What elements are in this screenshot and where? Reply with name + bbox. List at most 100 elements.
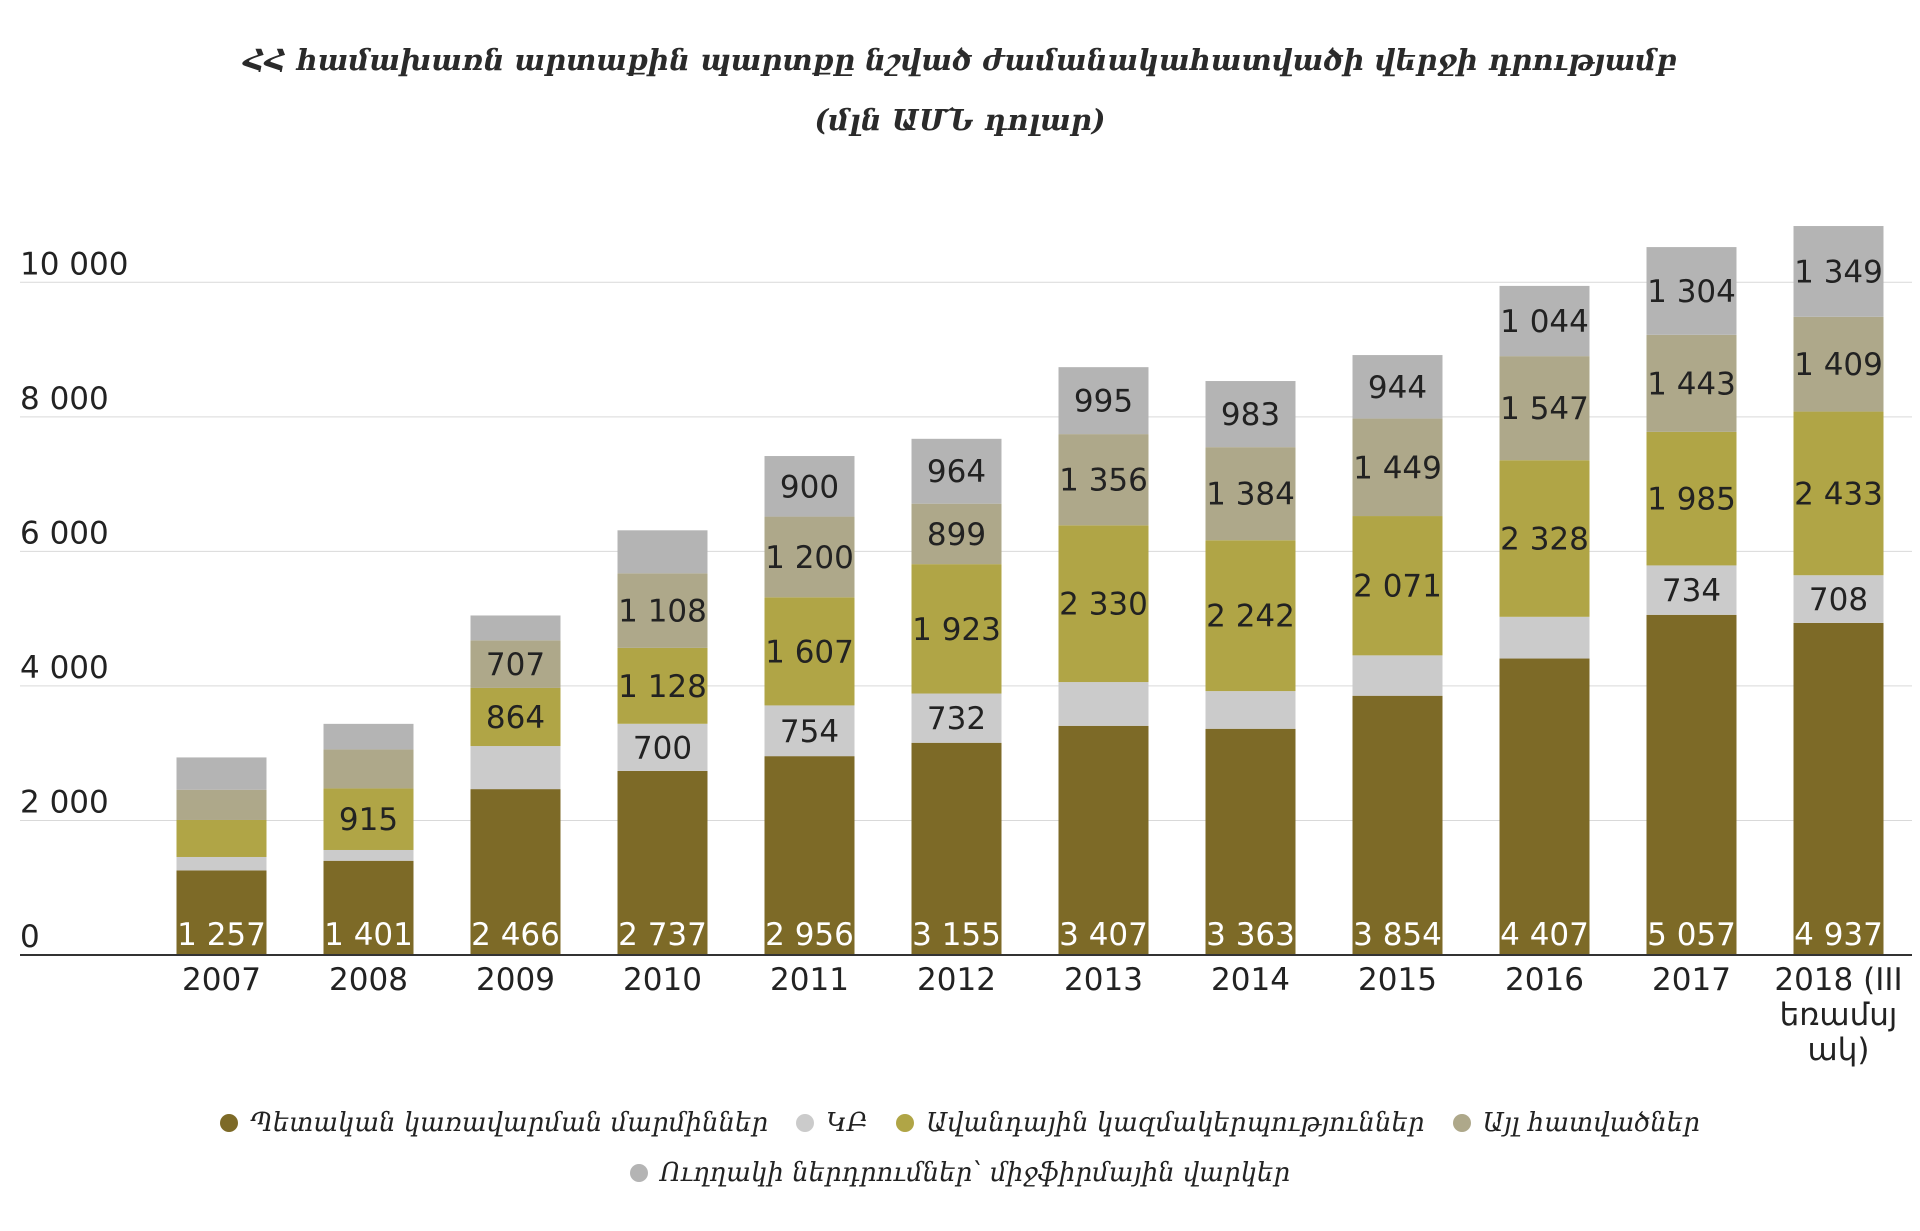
bar-segment [1499, 658, 1590, 955]
y-tick-label: 8 000 [20, 381, 109, 417]
bar-segment [1058, 367, 1149, 435]
legend-label: Ուղղակի ներդրումներ՝ միջֆիրմային վարկեր [659, 1158, 1291, 1188]
x-tick-label: 2012 [917, 962, 996, 998]
bar-segment [1205, 447, 1296, 541]
data-label: 1 304 [1647, 274, 1736, 310]
bar-segment [470, 789, 561, 955]
legend-label: Ավանդային կազմակերպություններ [926, 1108, 1425, 1138]
legend-label: Պետական կառավարման մարմիններ [250, 1108, 769, 1138]
bar-segment [1793, 575, 1884, 623]
legend-marker-central-bank [796, 1114, 815, 1132]
legend-row-1: Պետական կառավարման մարմիններ ԿԲ Ավանդայի… [0, 1108, 1920, 1138]
x-tick-label: ակ) [1808, 1032, 1870, 1068]
bar-segment [617, 530, 708, 574]
data-label: 2 466 [471, 917, 560, 953]
bar-segment [1205, 540, 1296, 692]
x-tick-label: 2009 [476, 962, 555, 998]
bar-segment [176, 819, 267, 857]
legend-marker-deposit-orgs [896, 1114, 915, 1132]
bar-segment [617, 723, 708, 771]
data-label: 707 [486, 647, 545, 683]
data-label: 700 [633, 730, 692, 766]
chart-subtitle: (մլն ԱՄՆ դոլար) [814, 103, 1106, 137]
data-label: 1 401 [324, 917, 413, 953]
bar-segment [911, 742, 1002, 955]
data-label: 2 956 [765, 917, 854, 953]
legend-item: Այլ հատվածներ [1452, 1108, 1700, 1138]
data-label: 1 044 [1500, 304, 1589, 340]
data-label: 1 923 [912, 612, 1001, 648]
bar-segment [911, 503, 1002, 565]
bar-segment [911, 564, 1002, 694]
x-tick-label: 2007 [182, 962, 261, 998]
data-label: 2 433 [1794, 476, 1883, 512]
bar-segment [176, 789, 267, 820]
data-label: 964 [927, 454, 986, 490]
bar-segment [1058, 725, 1149, 955]
bar-segment [617, 573, 708, 648]
bar-segment [1205, 728, 1296, 955]
bar-segment [1793, 316, 1884, 412]
bar-segment [911, 438, 1002, 504]
bar-segment [1058, 682, 1149, 726]
bar-segment [176, 870, 267, 955]
x-tick-label: 2018 (III [1774, 962, 1902, 998]
x-tick-label: 2015 [1358, 962, 1437, 998]
y-tick-label: 2 000 [20, 784, 109, 820]
data-label: 900 [780, 469, 839, 505]
data-label: 1 356 [1059, 463, 1148, 499]
y-tick-label: 10 000 [20, 246, 128, 282]
legend-label: Այլ հատվածներ [1482, 1108, 1700, 1138]
data-label: 4 937 [1794, 917, 1883, 953]
data-label: 1 547 [1500, 391, 1589, 427]
data-label: 1 985 [1647, 482, 1736, 518]
x-tick-label: 2013 [1064, 962, 1143, 998]
data-label: 2 737 [618, 917, 707, 953]
data-label: 1 409 [1794, 347, 1883, 383]
data-label: 983 [1221, 397, 1280, 433]
bar-segment [764, 597, 855, 706]
bar-segment [1499, 616, 1590, 659]
bar-segment [1646, 565, 1737, 615]
data-label: 3 854 [1353, 917, 1442, 953]
data-label: 2 071 [1353, 569, 1442, 605]
bar-segment [323, 860, 414, 955]
x-tick-label: եռամսյ [1780, 997, 1898, 1033]
data-label: 1 108 [618, 594, 707, 630]
bar-segment [470, 615, 561, 641]
data-label: 3 155 [912, 917, 1001, 953]
legend: Պետական կառավարման մարմիններ ԿԲ Ավանդայի… [0, 1108, 1920, 1208]
bar-segment [1499, 356, 1590, 461]
data-label: 1 257 [177, 917, 266, 953]
data-label: 1 449 [1353, 450, 1442, 486]
bar-segment [1793, 226, 1884, 317]
data-label: 4 407 [1500, 917, 1589, 953]
bar-segment [1352, 655, 1443, 696]
chart-title: ՀՀ համախառն արտաքին պարտքը նշված ժամանակ… [243, 43, 1677, 77]
bar-segment [1205, 381, 1296, 448]
data-label: 2 330 [1059, 587, 1148, 623]
bar-segment [617, 647, 708, 724]
legend-marker-direct-investment [629, 1164, 648, 1182]
bar-segment [1352, 355, 1443, 419]
bar-segment [1793, 622, 1884, 955]
stacked-bar-chart: 0 2 000 4 000 6 000 8 000 10 000 1 257 2007 1 40… [20, 226, 1912, 1068]
data-label: 2 328 [1500, 522, 1589, 558]
bar-segment [617, 770, 708, 955]
data-label: 1 443 [1647, 366, 1736, 402]
bar-segment [323, 723, 414, 750]
data-label: 2 242 [1206, 599, 1295, 635]
data-label: 915 [339, 802, 398, 838]
x-tick-label: 2011 [770, 962, 849, 998]
x-tick-label: 2016 [1505, 962, 1584, 998]
bar-segment [1352, 516, 1443, 656]
data-label: 944 [1368, 370, 1427, 406]
y-tick-label: 0 [20, 919, 40, 955]
bar-segment [1205, 691, 1296, 729]
data-label: 3 407 [1059, 917, 1148, 953]
bar-segment [911, 693, 1002, 743]
data-label: 5 057 [1647, 917, 1736, 953]
bar-segment [1058, 525, 1149, 683]
data-label: 754 [780, 714, 839, 750]
data-label: 1 200 [765, 540, 854, 576]
